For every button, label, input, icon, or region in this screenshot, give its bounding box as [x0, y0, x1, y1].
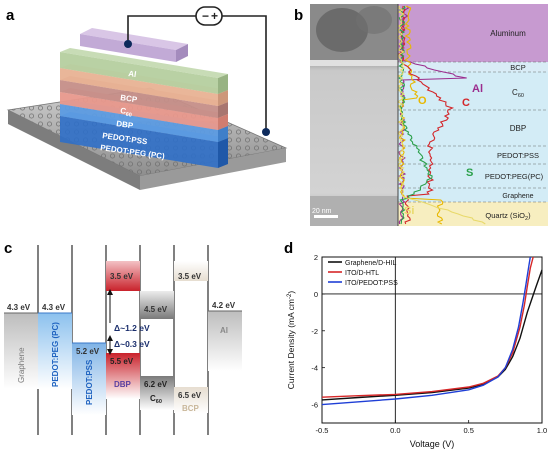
x-tick-2: 0.5	[463, 426, 473, 435]
data-series	[321, 256, 543, 406]
layer-name-labels: Aluminum BCP C60 DBP PEDOT:PSS PEDOT:PEG…	[485, 29, 544, 222]
band-c60	[398, 72, 548, 110]
label-pedot-peg: PEDOT:PEG (PC)	[51, 322, 60, 387]
level-c60-homo: 6.2 eV	[144, 380, 168, 389]
y-tick-3: -4	[311, 364, 318, 373]
element-label-c: C	[462, 97, 470, 109]
panel-label-c: c	[4, 240, 12, 257]
level-dbp-homo: 5.5 eV	[110, 357, 134, 366]
layer-label-1: BCP	[120, 93, 139, 104]
level-al: 4.2 eV	[212, 301, 236, 310]
series-line-1	[321, 256, 534, 398]
panel-label-d: d	[284, 240, 293, 257]
layer-label-3: DBP	[116, 119, 135, 130]
x-axis-label: Voltage (V)	[410, 439, 455, 449]
graphene-column: 4.3 eV Graphene	[4, 303, 38, 389]
label-dbp: DBP	[510, 124, 526, 133]
legend-label-0: Graphene/D-HIL	[345, 260, 396, 267]
series-line-0	[321, 269, 543, 401]
panel-c-energy-diagram: 4.3 eV Graphene 4.3 eV PEDOT:PEG (PC) 5.…	[0, 235, 280, 454]
label-dbp: DBP	[114, 380, 132, 389]
level-bcp-lumo: 3.5 eV	[178, 272, 202, 281]
panel-b-tem-eds: 20 nm Aluminum	[290, 0, 550, 230]
label-c60: C60	[512, 88, 524, 99]
element-labels: Al O C S Si	[404, 83, 483, 217]
si-profile	[396, 5, 486, 225]
y-axis-label: Current Density (mA cm-2)	[286, 291, 296, 390]
x-tick-3: 1.0	[537, 426, 547, 435]
element-label-al: Al	[472, 83, 483, 95]
layer-al	[60, 48, 228, 94]
element-label-o: O	[418, 95, 427, 107]
layer-stack	[60, 28, 228, 168]
y-tick-4: -6	[311, 401, 318, 410]
series-line-2	[321, 256, 531, 406]
offset-arrows: Δ~1.2 eV Δ~0.3 eV	[107, 289, 150, 355]
band-pedot-peg	[398, 164, 548, 188]
label-al: Al	[220, 326, 228, 335]
level-graphene: 4.3 eV	[7, 303, 31, 312]
layer-label-0: Al	[128, 69, 137, 79]
y-tick-0: 2	[314, 253, 318, 262]
level-pedot-pss: 5.2 eV	[76, 347, 100, 356]
level-c60-lumo: 4.5 eV	[144, 305, 168, 314]
panel-label-a: a	[6, 7, 15, 24]
label-pedot-pss: PEDOT:PSS	[497, 151, 539, 160]
label-quartz: Quartz (SiO2)	[485, 211, 531, 222]
battery-icon: − +	[195, 6, 223, 26]
pedot-pss-column: 5.2 eV PEDOT:PSS	[72, 342, 106, 415]
legend-label-1: ITO/D-HTL	[345, 270, 379, 277]
delta-homo-label: Δ~0.3 eV	[114, 339, 150, 349]
band-pedot-pss	[398, 146, 548, 164]
pedot-peg-column: 4.3 eV PEDOT:PEG (PC)	[38, 303, 72, 389]
label-aluminum: Aluminum	[490, 29, 526, 38]
battery-minus: −	[202, 9, 209, 23]
legend: Graphene/D-HIL ITO/D-HTL ITO/PEDOT:PSS	[328, 260, 398, 287]
x-tick-0: -0.5	[316, 426, 329, 435]
plot-frame	[321, 256, 543, 424]
x-tick-1: 0.0	[390, 426, 400, 435]
panel-a-device-schematic: Al BCP C60 DBP PEDOT:PSS PEDOT:PEG (PC) − + a	[0, 0, 290, 230]
bcp-column: 3.5 eV 6.5 eV BCP	[174, 261, 208, 413]
band-quartz	[398, 202, 548, 226]
label-pedot-peg: PEDOT:PEG(PC)	[485, 172, 544, 181]
level-pedot-peg: 4.3 eV	[42, 303, 66, 312]
band-graphene	[398, 188, 548, 202]
scale-bar-label: 20 nm	[312, 208, 332, 215]
label-graphene: Graphene	[502, 193, 533, 200]
label-bcp: BCP	[510, 63, 525, 72]
external-circuit: − +	[124, 6, 270, 136]
top-contact-dot	[124, 40, 132, 48]
legend-label-2: ITO/PEDOT:PSS	[345, 280, 398, 287]
label-pedot-pss: PEDOT:PSS	[85, 359, 94, 405]
y-tick-1: 0	[314, 290, 318, 299]
x-tick-labels: -0.5 0.0 0.5 1.0	[316, 420, 547, 435]
scale-bar	[314, 215, 338, 218]
band-dbp	[398, 110, 548, 146]
panel-label-b: b	[294, 7, 303, 24]
battery-plus: +	[211, 9, 218, 23]
element-label-s: S	[466, 167, 473, 179]
level-bcp-homo: 6.5 eV	[178, 391, 202, 400]
tem-image: 20 nm	[310, 4, 398, 226]
element-label-si: Si	[404, 205, 414, 217]
eds-profiles	[396, 4, 486, 226]
band-aluminum	[398, 4, 548, 62]
al-column: 4.2 eV Al	[208, 301, 242, 371]
band-bcp	[398, 62, 548, 72]
label-graphene: Graphene	[17, 347, 26, 383]
layer-bands	[398, 4, 548, 226]
label-c60: C60	[150, 394, 162, 405]
y-tick-labels: 2 0 -2 -4 -6	[311, 253, 325, 410]
label-bcp: BCP	[182, 404, 200, 413]
c60-column: 4.5 eV 6.2 eV C60	[140, 291, 174, 410]
dbp-column: 3.5 eV 5.5 eV DBP	[106, 261, 140, 399]
y-tick-2: -2	[311, 327, 318, 336]
level-dbp-lumo: 3.5 eV	[110, 272, 134, 281]
panel-d-jv-curves: d -0.5 0.0 0.5 1.0 2 0 -2 -4 -6 Graphene/D-HIL I…	[280, 235, 550, 454]
bottom-contact-dot	[262, 128, 270, 136]
delta-lumo-label: Δ~1.2 eV	[114, 323, 150, 333]
c-profile	[397, 5, 455, 225]
